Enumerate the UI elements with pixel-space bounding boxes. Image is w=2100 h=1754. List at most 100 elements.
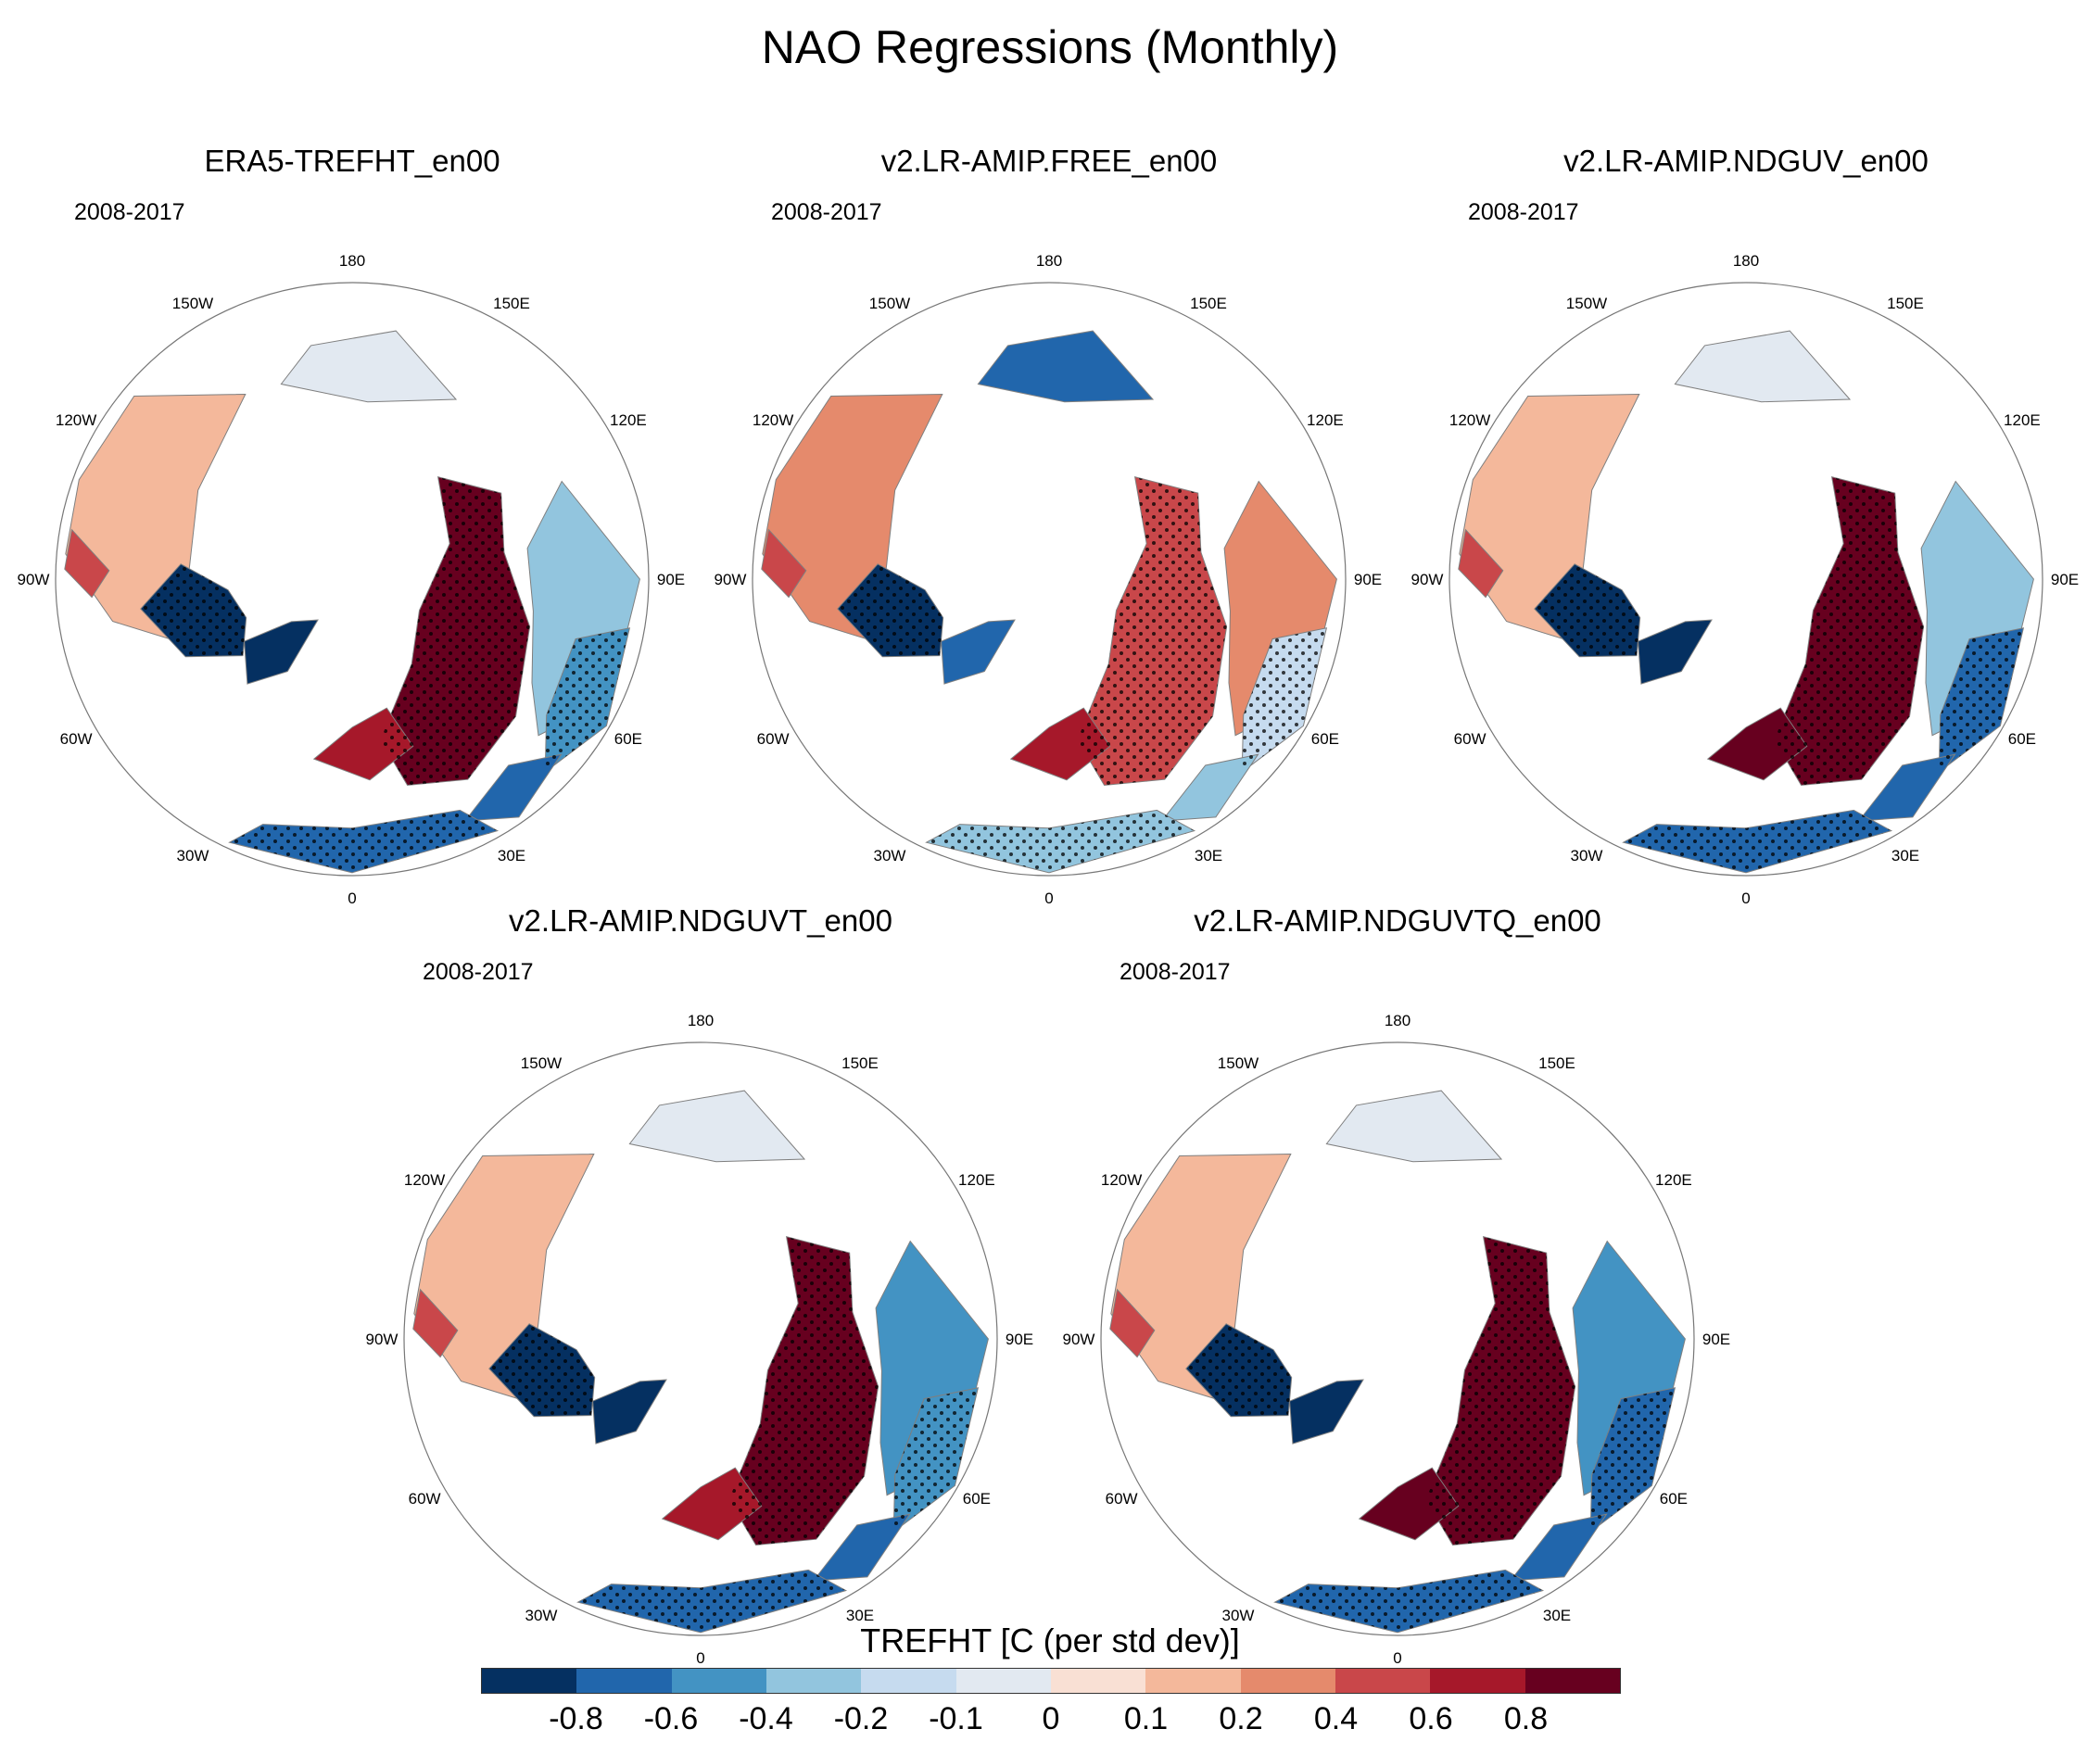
longitude-label: 0 <box>696 1649 704 1667</box>
colorbar-swatch <box>1240 1669 1335 1693</box>
region-namerica <box>413 1153 595 1403</box>
longitude-label: 90E <box>657 571 685 588</box>
stipple-eurasia <box>728 1236 879 1546</box>
colorbar-tick-label: 0 <box>1042 1701 1060 1736</box>
polar-map: 180 150E 120E 90E 60E 30E 0 30W 60W 90W 120W 150W <box>1063 1012 1731 1667</box>
stipple-sasia <box>1242 627 1327 773</box>
map-boundary <box>752 282 1347 877</box>
longitude-label: 60E <box>2008 730 2036 748</box>
longitude-label: 30E <box>846 1607 874 1624</box>
region-beringia <box>977 330 1155 403</box>
longitude-label: 120E <box>610 411 647 429</box>
map-panel: ERA5-TREFHT_en00 2008-2017 180 150E 120E 90… <box>18 144 686 907</box>
region-beringia <box>1325 1090 1503 1163</box>
colorbar-swatch <box>1050 1669 1146 1693</box>
longitude-label: 60E <box>1660 1490 1688 1508</box>
panel-period: 2008-2017 <box>771 199 882 225</box>
stipple-labrador <box>1185 1323 1292 1417</box>
map-panel: v2.LR-AMIP.NDGUVT_en00 2008-2017 180 150E… <box>366 903 1034 1667</box>
stipple-labrador <box>1534 563 1640 657</box>
region-greenland <box>592 1379 667 1445</box>
stipple-africa <box>926 810 1195 873</box>
colorbar-swatch <box>765 1669 862 1693</box>
longitude-label: 180 <box>1036 252 1062 270</box>
region-greenland <box>244 619 319 685</box>
stipple-africa <box>577 1570 846 1633</box>
colorbar-tick-label: 0.2 <box>1219 1701 1263 1736</box>
longitude-label: 0 <box>348 890 356 907</box>
longitude-label: 150E <box>493 295 530 312</box>
colorbar-swatch <box>482 1669 577 1693</box>
region-westUS <box>1458 528 1504 599</box>
longitude-label: 150E <box>841 1054 879 1072</box>
longitude-label: 90E <box>2051 571 2079 588</box>
longitude-label: 150W <box>1566 295 1607 312</box>
stipple-labrador <box>488 1323 595 1417</box>
longitude-label: 120W <box>404 1171 445 1189</box>
longitude-label: 150E <box>1538 1054 1575 1072</box>
colorbar-tick-label: 0.8 <box>1503 1701 1549 1736</box>
region-greenland <box>1289 1379 1364 1445</box>
longitude-label: 120E <box>2004 411 2041 429</box>
longitude-label: 60W <box>1106 1490 1138 1508</box>
longitude-label: 150W <box>1218 1054 1259 1072</box>
map-panel: v2.LR-AMIP.NDGUV_en00 2008-2017 180 150E 1… <box>1411 144 2080 907</box>
colorbar-swatch <box>955 1669 1051 1693</box>
longitude-label: 150W <box>521 1054 562 1072</box>
region-mideast <box>1509 1513 1608 1582</box>
longitude-label: 30E <box>1543 1607 1571 1624</box>
stipple-sasia <box>893 1387 979 1533</box>
longitude-label: 0 <box>1741 890 1750 907</box>
longitude-label: 90W <box>715 571 747 588</box>
panel-title: v2.LR-AMIP.NDGUVTQ_en00 <box>1194 903 1601 938</box>
figure-title: NAO Regressions (Monthly) <box>761 21 1339 73</box>
colorbar-tick-label: -0.2 <box>833 1701 889 1736</box>
longitude-label: 90W <box>366 1331 398 1348</box>
map-boundary <box>1100 1041 1695 1636</box>
longitude-label: 180 <box>1385 1012 1411 1029</box>
region-namerica <box>1110 1153 1292 1403</box>
map-field <box>1101 1042 1694 1634</box>
longitude-label: 120W <box>753 411 793 429</box>
stipple-labrador <box>837 563 943 657</box>
colorbar-swatch <box>1430 1669 1525 1693</box>
panel-period: 2008-2017 <box>1120 959 1231 985</box>
region-mideast <box>463 753 563 822</box>
longitude-label: 120W <box>56 411 96 429</box>
polar-map: 180 150E 120E 90E 60E 30E 0 30W 60W 90W 120W 150W <box>18 252 686 907</box>
longitude-label: 60E <box>614 730 642 748</box>
stipple-eurasia <box>1774 476 1924 786</box>
polar-map: 180 150E 120E 90E 60E 30E 0 30W 60W 90W 120W 150W <box>715 252 1383 907</box>
region-namerica <box>1459 393 1640 643</box>
map-field <box>753 283 1346 874</box>
map-panel: v2.LR-AMIP.NDGUVTQ_en00 2008-2017 180 150… <box>1063 903 1731 1667</box>
longitude-label: 150E <box>1190 295 1227 312</box>
longitude-label: 30E <box>498 847 525 864</box>
longitude-label: 180 <box>339 252 365 270</box>
colorbar-swatch <box>1145 1669 1241 1693</box>
region-greenland <box>1638 619 1713 685</box>
panel-title: v2.LR-AMIP.NDGUVT_en00 <box>509 903 892 938</box>
colorbar-ticks: -0.8 -0.6 -0.4 -0.2 -0.1 0 0.1 0.2 0.4 0.6 0.8 <box>481 1701 1621 1743</box>
longitude-label: 180 <box>1733 252 1759 270</box>
longitude-label: 30E <box>1891 847 1919 864</box>
colorbar-swatch <box>1335 1669 1431 1693</box>
longitude-label: 60W <box>60 730 93 748</box>
colorbar-swatch <box>861 1669 956 1693</box>
colorbar <box>481 1668 1621 1694</box>
colorbar-tick-label: -0.8 <box>549 1701 603 1736</box>
colorbar-swatch <box>576 1669 672 1693</box>
stipple-labrador <box>140 563 247 657</box>
map-boundary <box>403 1041 998 1636</box>
region-mideast <box>1857 753 1956 822</box>
longitude-label: 90W <box>18 571 50 588</box>
stipple-africa <box>1274 1570 1543 1633</box>
longitude-label: 120W <box>1449 411 1490 429</box>
region-mideast <box>1160 753 1259 822</box>
longitude-label: 90E <box>1702 1331 1730 1348</box>
map-field <box>1449 283 2043 874</box>
longitude-label: 60W <box>757 730 790 748</box>
region-mideast <box>812 1513 911 1582</box>
colorbar-tick-label: -0.6 <box>643 1701 699 1736</box>
longitude-label: 180 <box>688 1012 714 1029</box>
